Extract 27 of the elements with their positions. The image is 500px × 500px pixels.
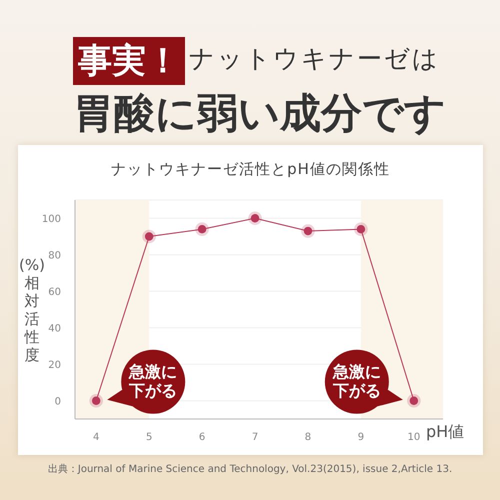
x-axis-title: pH値 [426, 422, 464, 441]
x-tick-label: 9 [358, 432, 364, 444]
x-tick-label: 4 [92, 432, 100, 444]
x-tick-label: 5 [146, 432, 152, 444]
y-tick-label: 100 [42, 214, 61, 225]
point [195, 222, 209, 236]
x-tick-label: 7 [252, 432, 258, 444]
y-tick-label: 20 [48, 360, 61, 371]
point [301, 224, 315, 238]
x-tick-label: 8 [304, 432, 312, 444]
point [248, 211, 262, 226]
point [407, 394, 421, 408]
annotation: 急激に下がる [332, 362, 381, 400]
point [354, 222, 368, 236]
x-tick-label: 10 [408, 432, 420, 444]
chart-title: 事実！ナットウキナーゼは胃酸に弱い成分です [73, 40, 446, 137]
y-tick-label: 40 [48, 323, 61, 334]
y-tick-label: 80 [48, 250, 61, 262]
annotation: 急激に下がる [129, 362, 178, 400]
chart-subtitle: ナットウキナーゼ活性とpH値の関係性 [111, 160, 390, 178]
y-tick-label: 0 [54, 396, 61, 408]
y-axis-title: (%)相対活性度 [19, 256, 45, 364]
x-tick-label: 6 [198, 432, 206, 444]
source-note: 出典：Journal of Marine Science and Technology, Vol.23(2015), issue 2,Article 13. [48, 464, 452, 475]
y-tick-label: 60 [48, 286, 61, 298]
point [89, 394, 103, 408]
point [142, 230, 156, 244]
